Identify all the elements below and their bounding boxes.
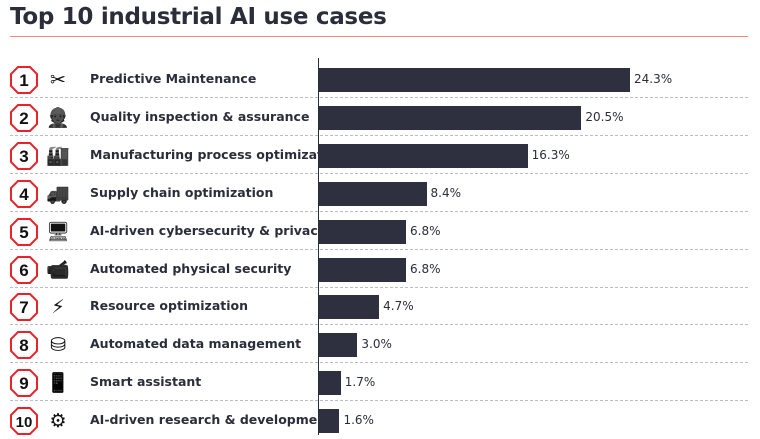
bar-row: 10 ⚙ AI-driven research & development 1.… xyxy=(0,401,760,439)
rank-number: 9 xyxy=(19,374,28,393)
value-label: 3.0% xyxy=(361,337,392,352)
row-separator xyxy=(10,286,748,288)
category-label: Quality inspection & assurance xyxy=(90,108,310,124)
bar xyxy=(319,257,407,282)
rank-number: 7 xyxy=(19,298,28,317)
bar-row: 2 👷 Quality inspection & assurance 20.5% xyxy=(0,98,760,136)
category-label: Automated physical security xyxy=(90,260,292,276)
bar-row: 7 ⚡ Resource optimization 4.7% xyxy=(0,287,760,326)
row-separator xyxy=(10,134,748,136)
rank-badge: 5 xyxy=(10,217,38,246)
bar xyxy=(319,333,358,358)
rank-number: 1 xyxy=(19,71,28,90)
value-label: 1.7% xyxy=(344,375,376,390)
bar xyxy=(319,409,340,434)
rank-number: 3 xyxy=(19,147,28,166)
category-label: Resource optimization xyxy=(90,298,248,314)
row-separator xyxy=(10,172,748,174)
monitor-lock-icon: 🖥 xyxy=(45,220,71,243)
y-axis-line xyxy=(318,58,319,435)
rank-number: 2 xyxy=(19,109,28,128)
category-label: AI-driven research & development xyxy=(90,412,333,428)
rank-number: 10 xyxy=(16,414,33,431)
bar-row: 9 📱 Smart assistant 1.7% xyxy=(0,363,760,402)
category-label: Smart assistant xyxy=(90,374,202,390)
smartphone-icon: 📱 xyxy=(46,372,70,395)
value-label: 8.4% xyxy=(430,185,462,200)
value-label: 20.5% xyxy=(585,109,624,124)
value-label: 16.3% xyxy=(531,147,570,162)
energy-icon: ⚡ xyxy=(51,296,65,319)
brain-gears-icon: ⚙ xyxy=(49,410,67,433)
rank-badge: 6 xyxy=(10,255,38,284)
value-label: 1.6% xyxy=(343,413,374,428)
category-label: Supply chain optimization xyxy=(90,184,274,200)
category-label: Predictive Maintenance xyxy=(90,71,257,86)
security-camera-icon: 📹 xyxy=(46,258,70,281)
row-separator xyxy=(10,324,748,326)
truck-icon: 🚚 xyxy=(46,182,70,205)
rank-badge: 8 xyxy=(10,331,38,360)
rank-badge: 10 xyxy=(10,407,38,436)
title-underline xyxy=(10,36,748,37)
rank-badge: 9 xyxy=(10,369,38,398)
rank-badge: 4 xyxy=(10,179,38,208)
chart-title: Top 10 industrial AI use cases xyxy=(10,4,387,30)
value-label: 24.3% xyxy=(634,72,673,86)
rank-number: 6 xyxy=(19,261,28,280)
bar xyxy=(319,371,341,396)
bar xyxy=(319,143,528,168)
rank-badge: 7 xyxy=(10,293,38,322)
category-label: Manufacturing process optimization xyxy=(90,146,345,162)
bar xyxy=(319,68,630,92)
bar xyxy=(319,105,582,130)
bar xyxy=(319,295,380,320)
bar-row: 5 🖥 AI-driven cybersecurity & privacy 6.… xyxy=(0,212,760,250)
rank-number: 5 xyxy=(19,223,28,242)
value-label: 6.8% xyxy=(410,223,441,238)
database-gear-icon: ⛁ xyxy=(50,334,66,357)
bar-row: 1 ✂ Predictive Maintenance 24.3% xyxy=(0,60,760,98)
row-separator xyxy=(10,97,748,98)
factory-icon: 🏭 xyxy=(46,144,70,167)
wrench-screwdriver-icon: ✂ xyxy=(50,69,66,91)
bar-row: 8 ⛁ Automated data management 3.0% xyxy=(0,325,760,364)
rank-number: 8 xyxy=(19,336,28,355)
rank-badge: 2 xyxy=(10,103,38,132)
value-label: 6.8% xyxy=(410,261,441,276)
bar xyxy=(319,181,427,206)
worker-clipboard-icon: 👷 xyxy=(46,106,70,129)
row-separator xyxy=(10,362,748,364)
row-separator xyxy=(10,248,748,250)
row-separator xyxy=(10,400,748,402)
row-separator xyxy=(10,210,748,212)
category-label: AI-driven cybersecurity & privacy xyxy=(90,222,326,238)
bar xyxy=(319,219,407,244)
rank-number: 4 xyxy=(19,185,29,204)
bar-row: 4 🚚 Supply chain optimization 8.4% xyxy=(0,174,760,212)
rank-badge: 3 xyxy=(10,141,38,170)
category-label: Automated data management xyxy=(90,336,302,352)
bar-row: 3 🏭 Manufacturing process optimization 1… xyxy=(0,136,760,174)
rank-badge: 1 xyxy=(10,66,38,94)
value-label: 4.7% xyxy=(383,299,414,314)
bar-row: 6 📹 Automated physical security 6.8% xyxy=(0,250,760,288)
